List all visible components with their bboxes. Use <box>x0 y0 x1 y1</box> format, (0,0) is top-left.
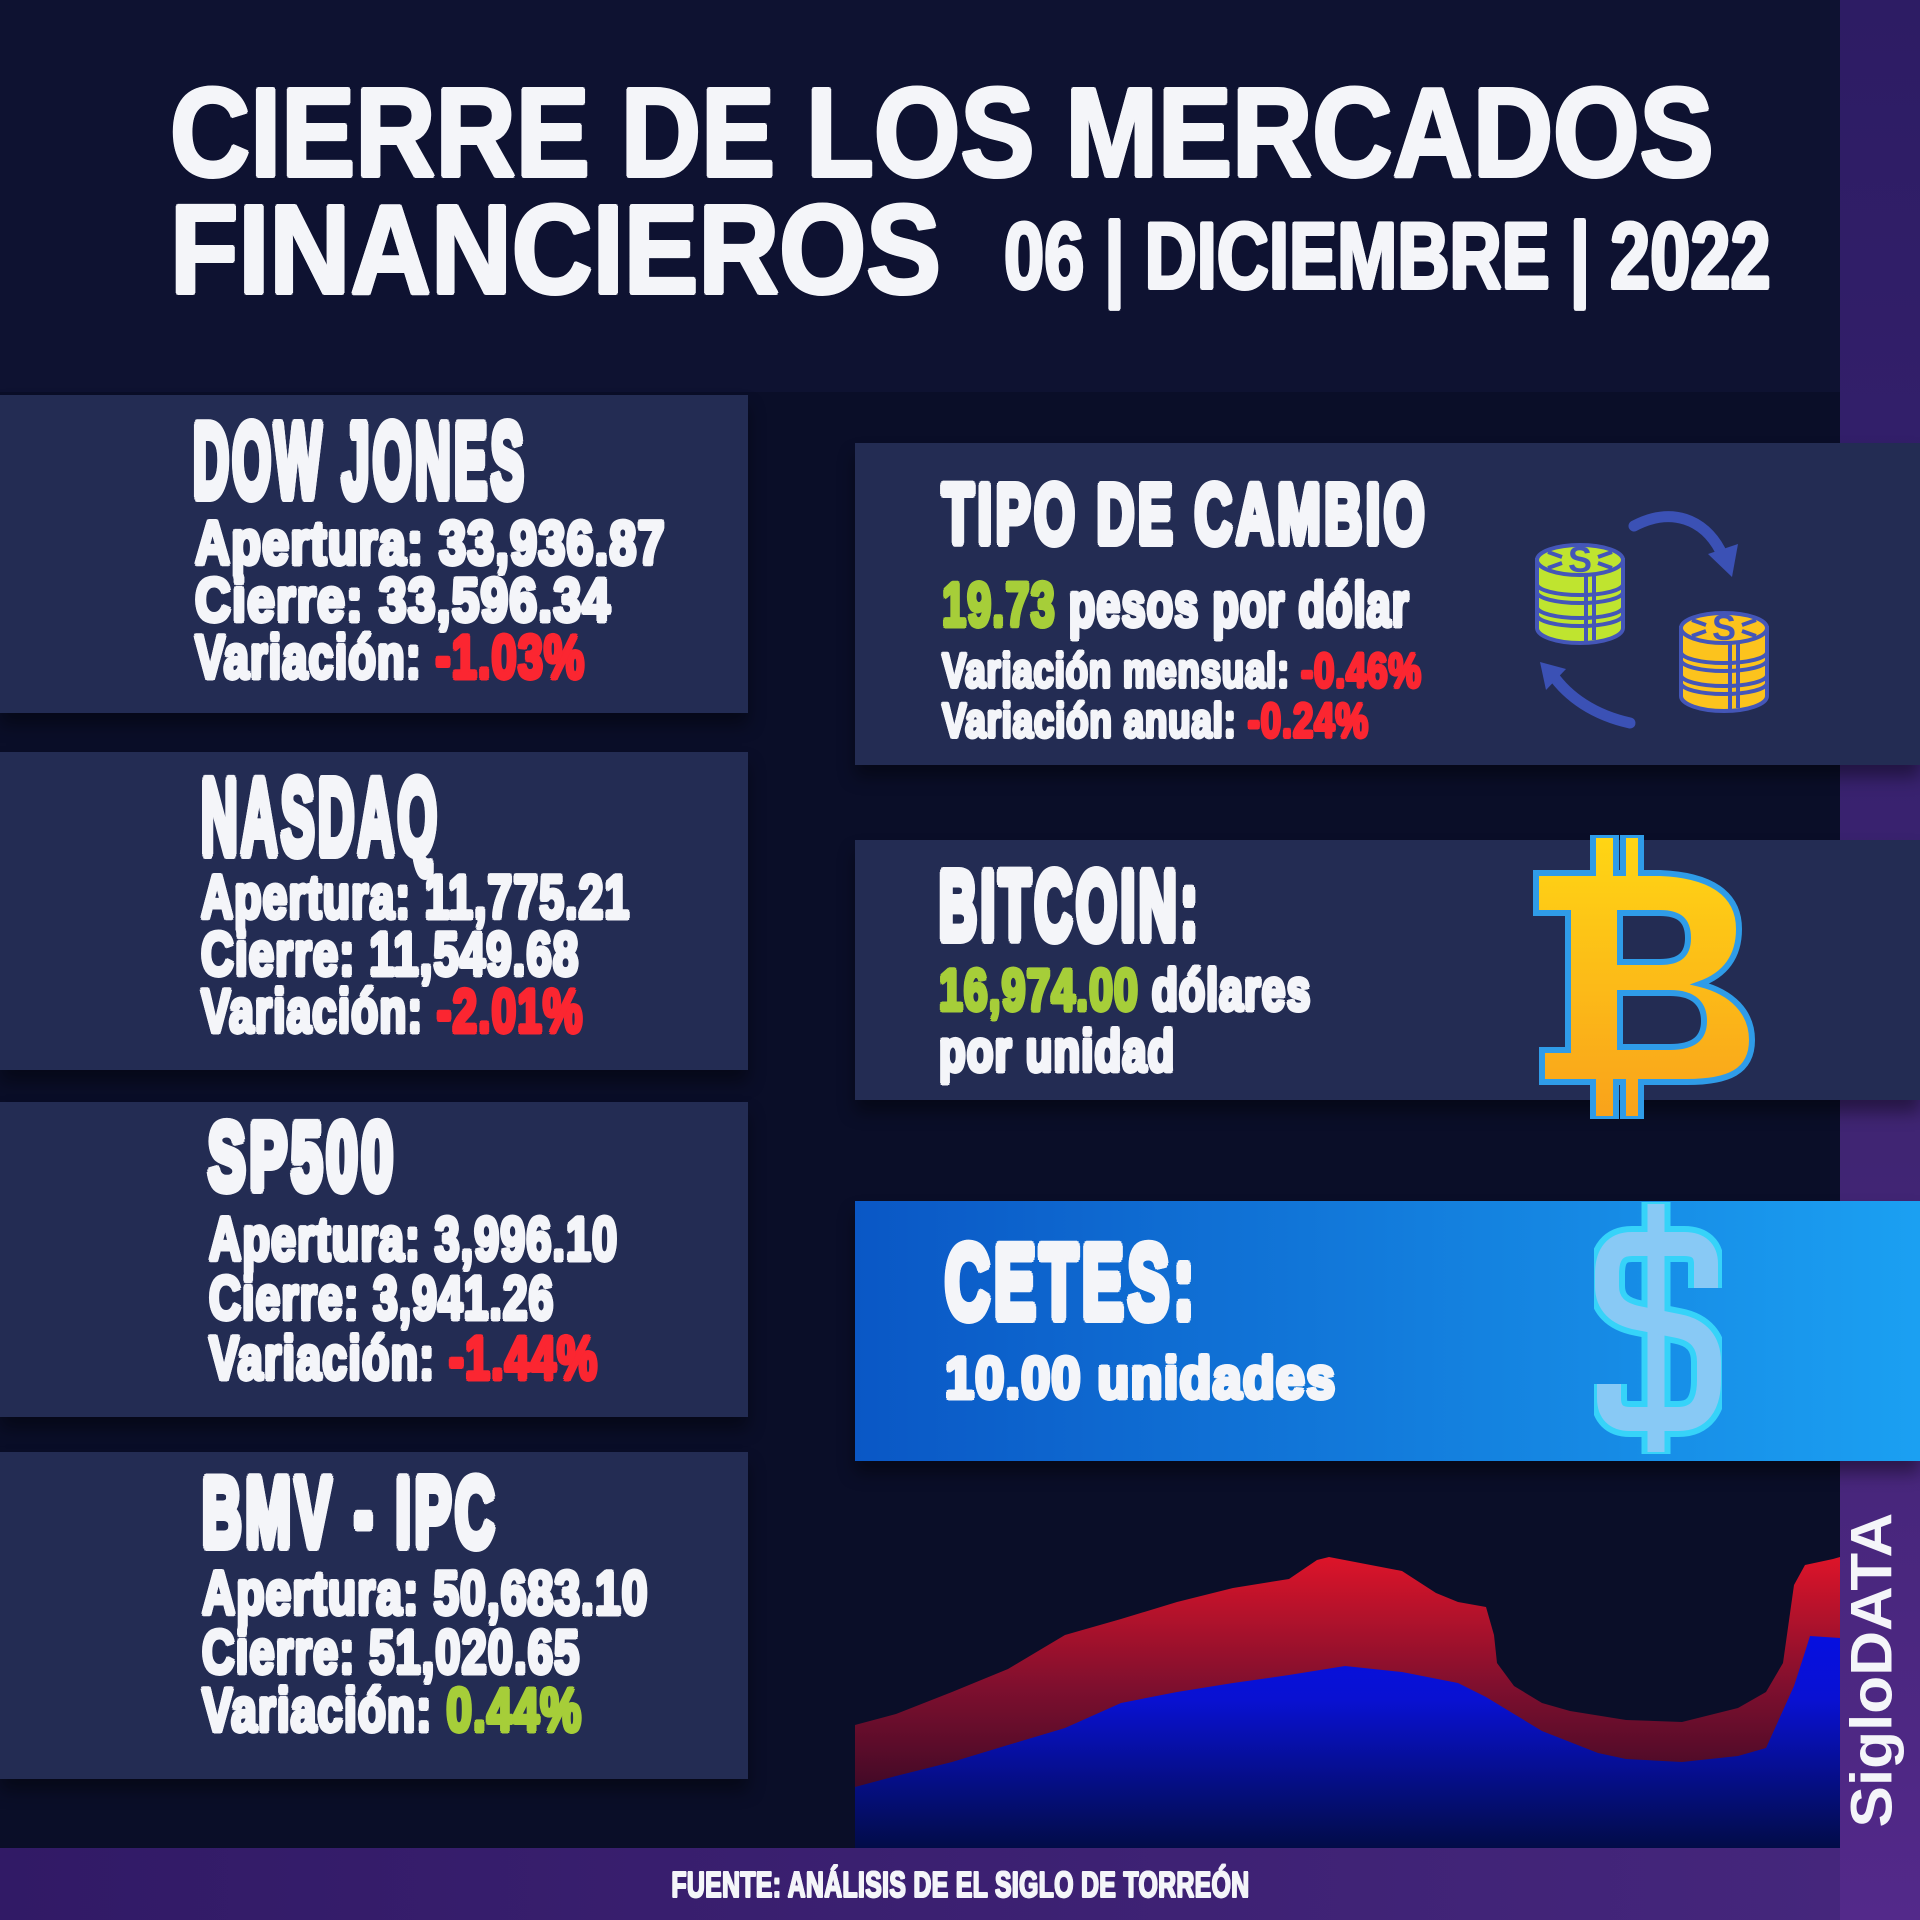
svg-text:S: S <box>1712 607 1736 648</box>
svg-text:S: S <box>1568 539 1592 580</box>
